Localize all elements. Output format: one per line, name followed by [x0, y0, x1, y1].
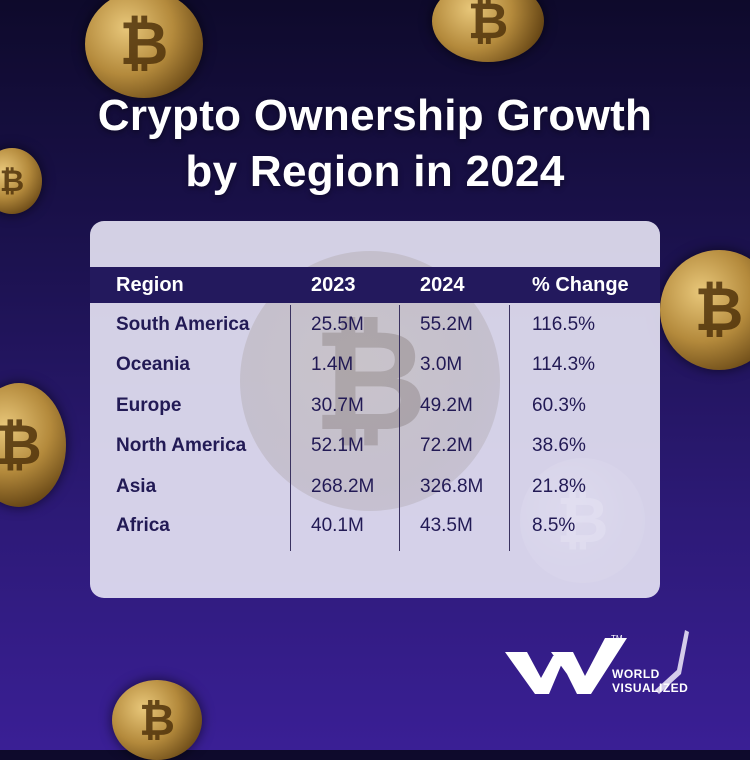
table-row: North America 52.1M 72.2M 38.6%: [90, 426, 660, 466]
bitcoin-coin-icon: ₿: [0, 148, 42, 214]
cell-region: Asia: [116, 476, 157, 497]
cell-change: 114.3%: [532, 354, 596, 375]
cell-change: 38.6%: [532, 435, 586, 456]
cell-2023: 1.4M: [311, 354, 354, 375]
cell-region: North America: [116, 435, 247, 456]
header-2024: 2024: [420, 274, 465, 296]
cell-2024: 3.0M: [420, 354, 463, 375]
world-visualized-logo-icon: [505, 630, 689, 694]
cell-change: 116.5%: [532, 314, 596, 335]
column-divider: [399, 305, 400, 551]
column-divider: [290, 305, 291, 551]
column-divider: [509, 305, 510, 551]
cell-2023: 268.2M: [311, 476, 375, 497]
brand-line-2: VISUALIZED: [612, 681, 689, 695]
cell-2023: 40.1M: [311, 515, 364, 536]
cell-region: South America: [116, 314, 250, 335]
header-2023: 2023: [311, 274, 356, 296]
table-row: South America 25.5M 55.2M 116.5%: [90, 305, 660, 345]
cell-change: 8.5%: [532, 515, 576, 536]
header-region: Region: [116, 274, 184, 296]
table-row: Asia 268.2M 326.8M 21.8%: [90, 467, 660, 507]
cell-region: Oceania: [116, 354, 190, 375]
cell-2024: 72.2M: [420, 435, 473, 456]
title-line-1: Crypto Ownership Growth: [97, 91, 653, 140]
title-line-2: by Region in 2024: [185, 147, 565, 196]
cell-2023: 52.1M: [311, 435, 364, 456]
cell-2024: 326.8M: [420, 476, 484, 497]
cell-2024: 55.2M: [420, 314, 473, 335]
bitcoin-coin-icon: ₿: [660, 250, 750, 370]
cell-change: 60.3%: [532, 395, 586, 416]
table-row: Europe 30.7M 49.2M 60.3%: [90, 386, 660, 426]
cell-2023: 25.5M: [311, 314, 364, 335]
bitcoin-coin-icon: ₿: [112, 680, 202, 760]
cell-region: Europe: [116, 395, 182, 416]
cell-2024: 49.2M: [420, 395, 473, 416]
cell-2024: 43.5M: [420, 515, 473, 536]
bitcoin-coin-icon: ₿: [0, 383, 66, 507]
table-row: Africa 40.1M 43.5M 8.5%: [90, 506, 660, 546]
cell-2023: 30.7M: [311, 395, 364, 416]
trademark-mark: TM: [611, 634, 623, 643]
bitcoin-coin-icon: ₿: [432, 0, 544, 62]
page-title: Crypto Ownership Growth by Region in 202…: [0, 88, 750, 200]
table-row: Oceania 1.4M 3.0M 114.3%: [90, 345, 660, 385]
table-header-row: [90, 267, 660, 303]
brand-name: WORLD VISUALIZED: [612, 667, 688, 695]
data-table-card: ₿ Region 2023 2024 % Change South Americ…: [90, 221, 660, 598]
cell-region: Africa: [116, 515, 170, 536]
cell-change: 21.8%: [532, 476, 586, 497]
brand-line-1: WORLD: [612, 667, 660, 681]
header-percent-change: % Change: [532, 274, 629, 296]
bitcoin-coin-icon: ₿: [85, 0, 203, 98]
